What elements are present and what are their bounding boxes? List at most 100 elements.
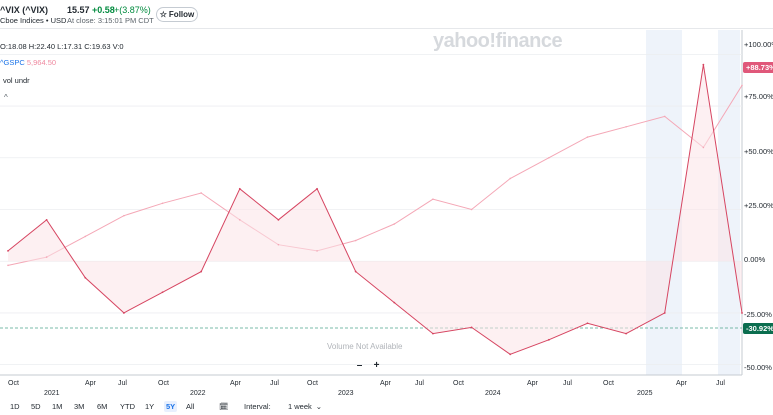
vix-value-tag: -30.92% — [743, 323, 773, 334]
follow-button[interactable]: ☆ Follow — [156, 7, 198, 22]
y-tick-label: -50.00% — [744, 363, 772, 372]
study-legend[interactable]: vol undr — [3, 76, 30, 85]
compare-legend[interactable]: ^GSPC 5,964.50 — [0, 58, 56, 67]
price-change-pct: +(3.87%) — [114, 5, 151, 15]
y-tick-label: 0.00% — [744, 255, 766, 264]
vix-series-line — [7, 64, 743, 355]
vix-point — [625, 332, 628, 335]
range-button-5y[interactable]: 5Y — [164, 401, 178, 412]
vix-point — [122, 312, 125, 314]
yahoo-finance-watermark: yahoo!finance — [433, 30, 563, 52]
gspc-point — [161, 202, 164, 205]
vix-point — [393, 301, 396, 304]
gspc-point — [277, 243, 280, 246]
gspc-series-line — [7, 85, 743, 266]
x-year-label: 2023 — [338, 390, 354, 397]
interval-label: Interval: — [244, 402, 271, 411]
range-button-6m[interactable]: 6M — [97, 402, 108, 411]
follow-label: Follow — [168, 10, 195, 19]
gspc-point — [548, 156, 550, 159]
vix-point — [7, 249, 9, 252]
gspc-point — [238, 219, 241, 221]
y-tick-label: +75.00% — [744, 92, 773, 101]
gspc-point — [432, 198, 434, 200]
x-year-label: 2022 — [190, 390, 206, 397]
gspc-point — [625, 125, 627, 128]
zoom-in-button[interactable]: + — [373, 359, 380, 371]
vix-point — [586, 322, 589, 325]
ticker-symbol: ^VIX (^VIX) — [0, 5, 49, 15]
gspc-point — [509, 177, 512, 180]
zoom-controls: – + — [352, 358, 384, 372]
shaded-period-1 — [646, 30, 682, 375]
vix-point — [277, 218, 280, 221]
gspc-point — [123, 214, 125, 217]
price-chart[interactable] — [0, 30, 773, 380]
exchange-label: Cboe Indices • USD — [0, 16, 67, 25]
close-time: At close: 3:15:01 PM CDT — [67, 16, 154, 25]
y-tick-label: +50.00% — [744, 147, 773, 156]
gspc-point — [470, 208, 473, 211]
gspc-point — [586, 136, 589, 138]
vix-point — [547, 338, 550, 341]
gspc-point — [663, 115, 666, 118]
range-button-3m[interactable]: 3M — [74, 402, 85, 411]
star-icon: ☆ — [159, 10, 167, 19]
x-month-label: Apr — [527, 380, 538, 387]
volume-note: Volume Not Available — [327, 342, 403, 351]
gspc-point — [354, 239, 357, 242]
vix-point — [161, 291, 164, 294]
vix-point — [663, 312, 666, 314]
vix-point — [200, 270, 203, 273]
y-tick-label: +25.00% — [744, 201, 773, 210]
y-tick-label: +100.00% — [744, 40, 773, 49]
interval-select[interactable]: 1 week ⌄ — [288, 401, 322, 412]
vix-point — [432, 332, 434, 335]
gspc-point — [84, 235, 87, 238]
range-button-all[interactable]: All — [186, 402, 195, 411]
interval-value: 1 week — [288, 402, 312, 411]
vix-point — [354, 270, 357, 273]
zoom-out-button[interactable]: – — [356, 359, 363, 371]
gspc-point — [316, 250, 318, 252]
x-month-label: Apr — [676, 380, 687, 387]
x-year-label: 2024 — [485, 390, 501, 397]
vix-point — [509, 353, 512, 356]
x-month-label: Apr — [85, 380, 96, 387]
range-button-1y[interactable]: 1Y — [145, 402, 155, 411]
vix-point — [470, 326, 473, 329]
x-month-label: Oct — [453, 380, 464, 387]
gspc-point — [741, 84, 743, 87]
x-year-label: 2021 — [44, 390, 60, 397]
vix-point — [84, 276, 87, 279]
vix-point — [702, 63, 705, 66]
range-button-1m[interactable]: 1M — [52, 402, 63, 411]
compare-value: 5,964.50 — [26, 58, 57, 67]
vix-point — [741, 312, 743, 314]
x-month-label: Oct — [307, 380, 318, 387]
range-button-5d[interactable]: 5D — [31, 402, 41, 411]
x-month-label: Apr — [380, 380, 391, 387]
last-price: 15.57 — [67, 5, 90, 15]
vix-point — [316, 187, 318, 190]
header-divider — [0, 28, 773, 29]
range-button-ytd[interactable]: YTD — [120, 402, 135, 411]
vix-point — [45, 218, 48, 221]
collapse-icon[interactable]: ^ — [4, 93, 8, 102]
calendar-icon[interactable]: 🗓 — [219, 402, 229, 411]
ohlc-readout: O:18.08 H:22.40 L:17.31 C:19.63 V:0 — [0, 42, 124, 51]
gspc-point — [702, 146, 705, 149]
y-tick-label: -25.00% — [744, 310, 772, 319]
x-month-label: Oct — [158, 380, 169, 387]
price-change: +0.58 — [92, 5, 115, 15]
range-bar — [0, 398, 773, 415]
x-month-label: Apr — [230, 380, 241, 387]
x-month-label: Jul — [270, 380, 279, 387]
compare-name: ^GSPC — [0, 58, 25, 67]
gspc-value-tag: +88.73% — [743, 62, 773, 73]
vix-series-area — [8, 64, 742, 355]
gspc-point — [45, 256, 48, 258]
x-month-label: Jul — [415, 380, 424, 387]
range-button-1d[interactable]: 1D — [10, 402, 20, 411]
x-year-label: 2025 — [637, 390, 653, 397]
